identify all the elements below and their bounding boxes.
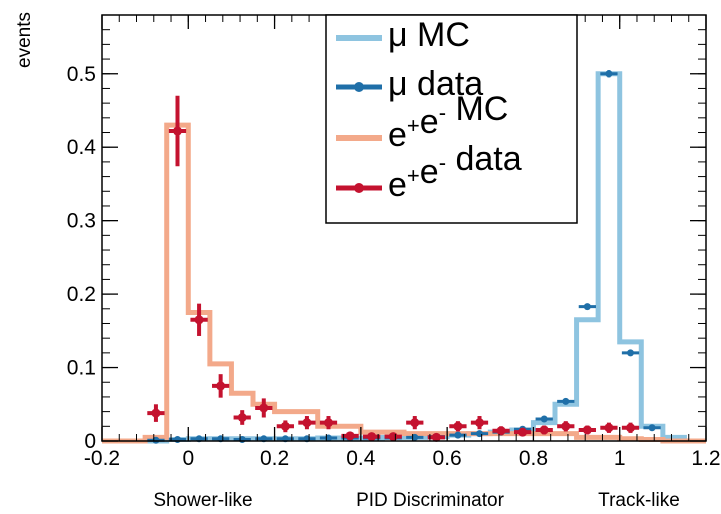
series-3-point [298,416,316,430]
y-tick-label: 0 [84,430,96,453]
legend-label: μ MC [388,16,470,54]
y-tick-label: 0.1 [67,357,96,380]
marker [302,418,312,428]
x-tick-label: -0.2 [84,447,120,470]
y-tick-label: 0.5 [67,63,96,86]
series-3-point [168,95,187,167]
x-tick-label: 0.8 [519,447,548,470]
marker [583,303,591,311]
x-tick-label: 0.4 [346,447,376,470]
marker [627,349,634,357]
series-3-point [557,421,575,432]
marker [475,418,484,428]
series-3-point [406,416,424,430]
series-1-point [621,349,640,357]
marker [454,431,462,439]
series-3-point [190,303,208,336]
marker [604,423,614,433]
marker [174,436,181,444]
series-1-point [643,424,661,432]
legend-entry-data-3: e+e- data [336,140,522,204]
series-3-point [212,374,230,398]
series-3-point [276,420,294,433]
marker [194,315,204,325]
marker [562,397,570,405]
series-3-point [233,410,251,425]
series-1-point [449,431,467,439]
series-1-point [535,415,553,423]
y-tick-label: 0.3 [67,210,96,233]
series-3-point [147,404,165,422]
legend-entry-mc-2: e+e- MC [336,90,508,154]
marker [453,421,463,431]
x-tick-label: 0 [182,447,194,470]
marker [431,432,441,442]
marker [216,381,226,391]
series-3-point [363,432,381,442]
marker [151,408,161,418]
marker [388,432,398,442]
legend-swatch-marker [354,82,364,92]
y-tick-label: 0.4 [67,136,97,159]
marker [518,427,528,437]
legend-swatch-marker [354,183,364,193]
x-annotation-left: Shower-like [153,490,252,511]
marker [561,421,571,431]
marker [496,426,506,436]
series-3-point [492,426,510,436]
marker [605,70,613,78]
marker [259,403,269,413]
series-1-point [578,303,596,311]
legend-entry-mc-0: μ MC [336,16,470,54]
series-3-point [470,416,489,430]
axes-layer: -0.2 0 0.2 0.4 0.6 0.8 1 1.200.10.20.30.40.5 [67,14,721,470]
marker [648,424,656,432]
series-3-point [341,431,359,441]
marker [410,418,420,428]
series-1-point [557,397,575,405]
series-3-point [255,398,273,418]
series-3-point [319,416,338,430]
legend-label: e+e- MC [388,90,508,154]
marker [582,425,592,435]
x-tick-label: 0.6 [433,447,462,470]
marker [367,432,377,442]
marker [237,412,247,422]
legend-entry-data-1: μ data [336,65,483,103]
x-tick-label: 0.2 [260,447,289,470]
marker [626,423,635,433]
x-tick-label: 1 [614,447,626,470]
marker [345,431,355,441]
series-3-point [514,427,532,437]
legend-label: μ data [388,65,483,103]
series-3-point [578,425,596,435]
series-3-point [621,422,640,433]
legend-label: e+e- data [388,140,522,204]
marker [540,415,548,423]
series-1-point [600,70,618,78]
marker [539,425,549,435]
x-tick-label: 1.2 [691,447,720,470]
x-axis-title: PID Discriminator [356,490,504,511]
series-3-point [535,425,553,435]
marker [324,418,333,428]
y-axis-title: events [14,12,35,68]
marker [280,421,290,431]
marker [173,126,182,136]
series-3-point [449,421,467,432]
series-3-point [600,422,618,433]
y-tick-label: 0.2 [67,283,96,306]
x-annotation-right: Track-like [598,490,680,511]
series-3-point [427,432,445,442]
